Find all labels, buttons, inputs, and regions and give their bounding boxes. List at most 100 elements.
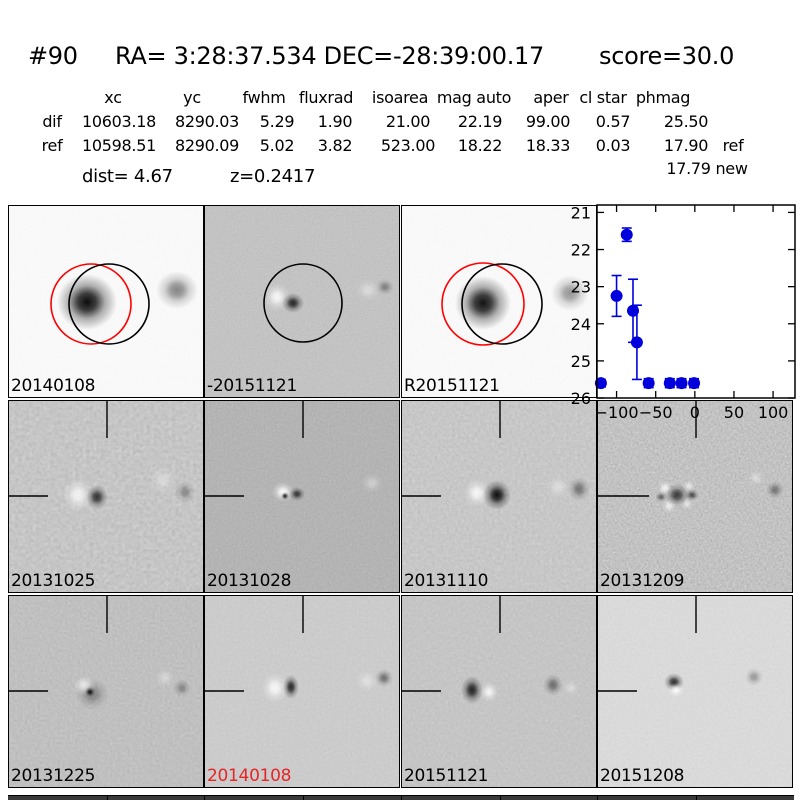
dif-mag-auto: 22.19 bbox=[457, 112, 503, 131]
source-blob bbox=[685, 489, 699, 501]
col-header-cl-star: cl star bbox=[579, 88, 627, 107]
source-blob bbox=[262, 673, 288, 703]
data-point bbox=[642, 377, 655, 390]
source-blob bbox=[681, 498, 693, 510]
source-blob bbox=[658, 481, 672, 495]
source-blob bbox=[282, 293, 304, 313]
source-blob bbox=[563, 680, 579, 696]
source-blob bbox=[361, 473, 383, 493]
data-point bbox=[630, 336, 643, 349]
cutout-panel-20140108-diff: 20140108 bbox=[204, 595, 400, 788]
panel-divider bbox=[597, 796, 598, 800]
source-blob bbox=[75, 678, 109, 710]
crosshair-tick bbox=[696, 796, 697, 800]
cutout-date-label: 20151121 bbox=[404, 766, 489, 786]
source-blob bbox=[57, 274, 117, 330]
source-blob bbox=[63, 478, 93, 512]
ref-fluxrad: 3.82 bbox=[317, 136, 353, 155]
source-blob bbox=[455, 276, 511, 330]
panel-divider bbox=[401, 796, 402, 800]
ref-isoarea: 523.00 bbox=[380, 136, 436, 155]
cutout-image bbox=[401, 205, 597, 398]
aperture-circle-red bbox=[441, 262, 525, 346]
source-blob bbox=[662, 499, 676, 513]
cutout-panel-20131110: 20131110 bbox=[401, 400, 597, 593]
panel-border bbox=[8, 595, 204, 788]
ref-phmag: 17.90 bbox=[663, 136, 709, 155]
cutout-panel-20131225: 20131225 bbox=[8, 595, 204, 788]
crosshair-tick bbox=[303, 796, 304, 800]
cutout-image bbox=[401, 400, 597, 593]
dif-fwhm: 5.29 bbox=[259, 112, 295, 131]
source-blob bbox=[551, 275, 589, 311]
panel-border bbox=[204, 205, 400, 398]
dif-cl-star: 0.57 bbox=[595, 112, 631, 131]
data-point bbox=[594, 377, 607, 390]
cutout-panel-ref-20151121: R20151121 bbox=[401, 205, 597, 398]
source-blob bbox=[543, 674, 563, 696]
candidate-id: #90 bbox=[28, 42, 78, 70]
cutout-panel-diff-20151121: -20151121 bbox=[204, 205, 400, 398]
cutout-panel-20131025: 20131025 bbox=[8, 400, 204, 593]
source-blob bbox=[150, 466, 176, 494]
cutout-panel-20131028: 20131028 bbox=[204, 400, 400, 593]
panel-border bbox=[204, 400, 400, 593]
data-point bbox=[688, 377, 701, 390]
source-blob bbox=[376, 279, 394, 295]
source-blob bbox=[356, 670, 378, 692]
dif-aper: 99.00 bbox=[525, 112, 571, 131]
panel-border bbox=[204, 595, 400, 788]
source-blob bbox=[745, 668, 763, 686]
candidate-score: score=30.0 bbox=[599, 42, 735, 70]
cutout-image bbox=[204, 205, 400, 398]
data-point bbox=[627, 304, 639, 317]
aperture-circle-black bbox=[461, 263, 543, 345]
source-blob bbox=[356, 279, 380, 301]
source-blob bbox=[461, 676, 483, 704]
plot-spines bbox=[596, 204, 796, 399]
plot-background bbox=[597, 205, 795, 398]
cutout-date-label: 20151208 bbox=[600, 766, 685, 786]
crosshair-tick bbox=[500, 796, 501, 800]
ref-cl-star: 0.03 bbox=[595, 136, 631, 155]
source-blob bbox=[173, 679, 191, 697]
ref-mag-auto: 18.22 bbox=[457, 136, 503, 155]
aperture-circle-black bbox=[68, 263, 150, 345]
aperture-circle-black bbox=[263, 263, 343, 343]
cutout-date-label: R20151121 bbox=[404, 376, 500, 396]
source-blob bbox=[655, 492, 667, 502]
cutout-image bbox=[204, 595, 400, 788]
col-header-xc: xc bbox=[104, 88, 122, 107]
source-blob bbox=[748, 470, 764, 486]
source-blob bbox=[281, 492, 289, 500]
new-phmag: 17.79 new bbox=[666, 159, 748, 178]
cutout-date-label: 20140108 bbox=[11, 376, 96, 396]
dif-xc: 10603.18 bbox=[82, 112, 156, 131]
source-blob bbox=[289, 487, 305, 501]
ref-xc: 10598.51 bbox=[82, 136, 156, 155]
aperture-circle-red bbox=[50, 263, 132, 345]
cutout-panel-20151208: 20151208 bbox=[597, 595, 793, 788]
cutout-image bbox=[597, 400, 793, 593]
source-blob bbox=[483, 480, 511, 510]
cutout-date-label: 20131209 bbox=[600, 571, 685, 591]
cutout-panel-20131209: 20131209 bbox=[597, 400, 793, 593]
source-blob bbox=[480, 682, 498, 702]
col-header-isoarea: isoarea bbox=[371, 88, 429, 107]
cutout-image bbox=[8, 400, 204, 593]
dif-yc: 8290.03 bbox=[174, 112, 240, 131]
cutout-image bbox=[597, 595, 793, 788]
cutout-panel-ref-20140108: 20140108 bbox=[8, 205, 204, 398]
col-header-yc: yc bbox=[183, 88, 201, 107]
source-blob bbox=[175, 481, 195, 503]
source-blob bbox=[766, 481, 784, 499]
source-blob bbox=[375, 669, 393, 687]
cutout-panel-20151121: 20151121 bbox=[401, 595, 597, 788]
source-blob bbox=[464, 479, 490, 507]
panel-divider bbox=[204, 796, 205, 800]
cutout-date-label: 20140108 bbox=[207, 766, 292, 786]
cutout-image bbox=[204, 400, 400, 593]
cutout-date-label: 20131225 bbox=[11, 766, 96, 786]
cutout-image bbox=[8, 595, 204, 788]
